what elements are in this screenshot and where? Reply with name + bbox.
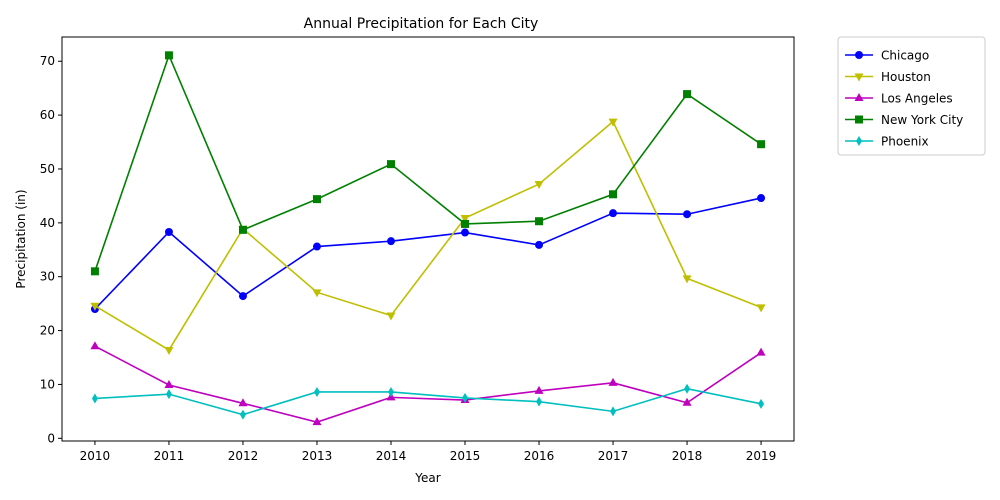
data-point-houston	[90, 302, 100, 311]
legend-marker-new-york-city	[855, 115, 863, 124]
y-axis: 0 10 20 30 40 50 60 70	[40, 54, 62, 445]
data-point-phoenix	[462, 392, 469, 403]
data-point-chicago	[609, 209, 618, 218]
y-tick-label: 30	[40, 270, 55, 284]
data-point-los-angeles	[238, 398, 248, 407]
data-point-chicago	[535, 240, 544, 249]
data-point-houston	[460, 214, 470, 223]
data-point-phoenix	[536, 396, 543, 407]
data-point-chicago	[386, 237, 395, 246]
data-point-new-york-city	[386, 160, 395, 169]
legend-label-houston: Houston	[881, 70, 931, 84]
series-line-new-york-city	[94, 53, 762, 272]
y-tick-label: 0	[47, 431, 55, 445]
series-line-phoenix	[94, 387, 762, 416]
data-point-los-angeles	[608, 377, 618, 386]
x-tick-label: 2014	[376, 449, 407, 463]
data-point-chicago	[238, 292, 247, 301]
data-point-los-angeles	[90, 341, 100, 350]
chart-title: Annual Precipitation for Each City	[304, 16, 539, 32]
x-tick-label: 2017	[598, 449, 629, 463]
y-axis-label: Precipitation (in)	[14, 189, 28, 288]
data-point-phoenix	[387, 386, 394, 397]
data-point-phoenix	[684, 383, 691, 394]
data-point-houston	[534, 181, 544, 190]
data-point-new-york-city	[535, 217, 544, 226]
legend-item-phoenix: Phoenix	[845, 135, 929, 149]
series-line-houston	[94, 120, 762, 352]
data-point-phoenix	[165, 389, 172, 400]
x-axis: 2010 2011 2012 2013 2014 2015 2016 2017 2018 2019	[80, 441, 777, 463]
data-point-houston	[386, 312, 396, 321]
data-point-new-york-city	[609, 190, 618, 199]
y-tick-label: 60	[40, 108, 55, 122]
data-point-phoenix	[239, 409, 246, 420]
y-tick-label: 10	[40, 377, 55, 391]
legend-label-chicago: Chicago	[881, 49, 929, 63]
legend-item-chicago: Chicago	[845, 49, 929, 63]
x-tick-label: 2019	[746, 449, 777, 463]
series-los-angeles	[90, 341, 766, 426]
y-tick-label: 70	[40, 54, 55, 68]
data-point-los-angeles	[164, 379, 174, 388]
data-point-phoenix	[313, 386, 320, 397]
data-point-chicago	[164, 227, 173, 236]
x-tick-label: 2015	[450, 449, 481, 463]
plot-area	[90, 51, 766, 426]
data-point-houston	[682, 275, 692, 284]
x-tick-label: 2018	[672, 449, 703, 463]
y-tick-label: 40	[40, 216, 55, 230]
data-point-new-york-city	[757, 140, 766, 149]
data-point-houston	[608, 118, 618, 127]
data-point-los-angeles	[756, 347, 766, 356]
data-point-chicago	[757, 194, 766, 203]
legend-marker-chicago	[855, 51, 863, 59]
legend-item-los-angeles: Los Angeles	[845, 92, 953, 106]
x-tick-label: 2016	[524, 449, 555, 463]
x-axis-label: Year	[414, 471, 440, 485]
x-tick-label: 2010	[80, 449, 111, 463]
x-tick-label: 2011	[154, 449, 185, 463]
data-point-phoenix	[758, 398, 765, 409]
legend-item-new-york-city: New York City	[845, 113, 963, 127]
legend-item-houston: Houston	[845, 70, 931, 84]
x-tick-label: 2012	[228, 449, 259, 463]
data-point-new-york-city	[312, 195, 321, 204]
series-chicago	[90, 194, 766, 314]
data-point-new-york-city	[90, 267, 99, 276]
data-point-new-york-city	[164, 51, 173, 60]
legend-label-phoenix: Phoenix	[881, 135, 929, 149]
series-new-york-city	[90, 51, 766, 276]
data-point-chicago	[461, 228, 470, 237]
data-point-chicago	[683, 210, 692, 219]
data-point-new-york-city	[238, 225, 247, 234]
data-point-houston	[312, 289, 322, 298]
series-phoenix	[91, 383, 765, 420]
data-point-chicago	[312, 242, 321, 251]
legend-marker-los-angeles	[854, 93, 864, 101]
data-point-new-york-city	[683, 90, 692, 99]
data-point-los-angeles	[312, 417, 322, 426]
legend-label-new-york-city: New York City	[881, 113, 963, 127]
data-point-new-york-city	[461, 219, 470, 228]
data-point-los-angeles	[534, 385, 544, 394]
legend-marker-houston	[854, 73, 864, 82]
data-point-houston	[164, 346, 174, 355]
data-point-los-angeles	[682, 397, 692, 406]
series-line-los-angeles	[94, 345, 762, 423]
data-point-phoenix	[610, 406, 617, 417]
y-tick-label: 20	[40, 324, 55, 338]
legend-marker-phoenix	[856, 136, 862, 146]
series-line-chicago	[94, 197, 762, 310]
legend-label-los-angeles: Los Angeles	[881, 92, 953, 106]
legend: Chicago Houston Los Angeles New York City Ph…	[837, 36, 986, 156]
legend-box	[837, 36, 986, 156]
data-point-houston	[756, 304, 766, 313]
x-tick-label: 2013	[302, 449, 333, 463]
y-tick-label: 50	[40, 162, 55, 176]
data-point-phoenix	[91, 393, 98, 404]
plot-frame	[61, 36, 795, 442]
